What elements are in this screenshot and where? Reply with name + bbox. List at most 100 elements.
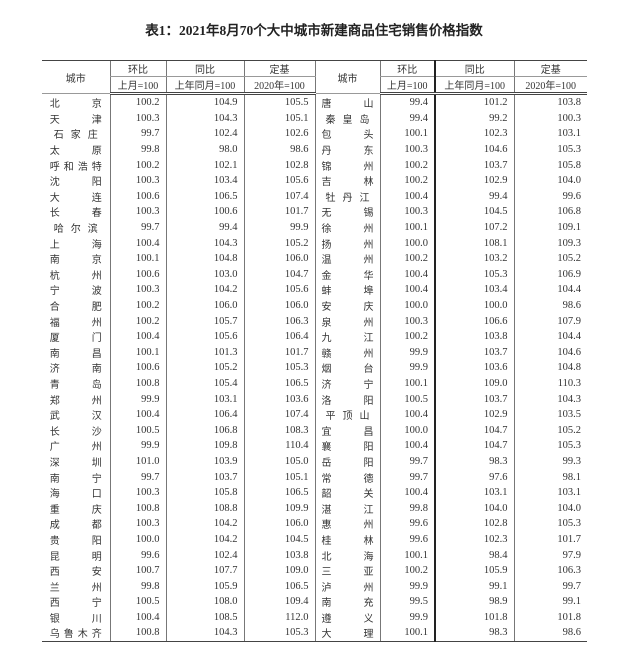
base-value: 103.1 — [513, 484, 587, 501]
yoy-value: 99.4 — [165, 219, 244, 236]
mom-value: 100.5 — [109, 594, 166, 610]
base-value: 105.3 — [513, 516, 587, 532]
city-name: 扬州 — [321, 239, 374, 251]
city-cell: 烟台 — [314, 360, 380, 376]
city-name: 南宁 — [49, 473, 102, 485]
city-cell: 丹东 — [314, 141, 380, 158]
city-cell: 襄阳 — [314, 438, 380, 454]
city-cell: 锦州 — [314, 157, 380, 173]
mom-value: 100.3 — [379, 204, 435, 220]
base-value: 105.1 — [243, 469, 315, 485]
base-value: 106.8 — [513, 204, 587, 220]
city-name: 海口 — [49, 489, 102, 501]
yoy-value: 104.5 — [434, 204, 514, 220]
yoy-value: 107.7 — [165, 562, 244, 579]
city-cell: 南充 — [314, 594, 380, 610]
base-value: 105.5 — [243, 93, 315, 111]
mom-value: 100.7 — [109, 562, 166, 579]
header-mom-2: 环比 — [379, 60, 435, 77]
table-row: 长沙 100.5 106.8 108.3 宜昌 100.0 104.7 105.2 — [42, 422, 587, 439]
yoy-value: 107.2 — [434, 219, 514, 236]
table-row: 成都 100.3 104.2 106.0 惠州 99.6 102.8 105.3 — [42, 516, 587, 532]
base-value: 105.2 — [513, 250, 587, 267]
city-name: 惠州 — [321, 520, 374, 532]
mom-value: 100.2 — [109, 157, 166, 173]
city-cell: 包头 — [314, 126, 380, 142]
city-cell: 乌鲁木齐 — [42, 625, 110, 642]
mom-value: 100.3 — [379, 141, 435, 158]
city-name: 泸州 — [321, 582, 374, 594]
city-name: 温州 — [321, 255, 374, 267]
mom-value: 100.8 — [109, 625, 166, 642]
yoy-value: 103.1 — [165, 391, 244, 407]
table-row: 福州 100.2 105.7 106.3 泉州 100.3 106.6 107.9 — [42, 313, 587, 329]
base-value: 104.4 — [513, 328, 587, 345]
base-value: 99.9 — [243, 219, 315, 236]
yoy-value: 104.6 — [434, 141, 514, 158]
header-yoy-sub-2: 上年同月=100 — [434, 76, 514, 95]
base-value: 106.3 — [243, 313, 315, 329]
mom-value: 99.7 — [109, 126, 166, 142]
city-name: 兰州 — [49, 582, 102, 594]
city-cell: 济南 — [42, 360, 110, 376]
base-value: 106.0 — [243, 297, 315, 314]
mom-value: 99.7 — [109, 219, 166, 236]
city-name: 包头 — [321, 130, 374, 142]
city-cell: 宜昌 — [314, 422, 380, 439]
mom-value: 100.3 — [109, 516, 166, 532]
yoy-value: 106.8 — [165, 422, 244, 439]
city-name: 成都 — [49, 520, 102, 532]
city-cell: 石家庄 — [42, 126, 110, 142]
mom-value: 99.9 — [379, 578, 435, 594]
base-value: 105.3 — [513, 438, 587, 454]
base-value: 98.1 — [513, 469, 587, 485]
table-row: 天津 100.3 104.3 105.1 秦皇岛 99.4 99.2 100.3 — [42, 110, 587, 127]
city-name: 北海 — [321, 551, 374, 563]
mom-value: 100.8 — [109, 375, 166, 392]
header-yoy-2: 同比 — [434, 60, 514, 77]
table-row: 杭州 100.6 103.0 104.7 金华 100.4 105.3 106.9 — [42, 266, 587, 283]
mom-value: 99.7 — [109, 469, 166, 485]
yoy-value: 104.0 — [434, 500, 514, 517]
yoy-value: 104.3 — [165, 625, 244, 642]
table-row: 南宁 99.7 103.7 105.1 常德 99.7 97.6 98.1 — [42, 469, 587, 485]
yoy-value: 98.3 — [434, 453, 514, 470]
header-mom-sub: 上月=100 — [109, 76, 166, 95]
header-mom-sub-2: 上月=100 — [379, 76, 435, 95]
city-name: 常德 — [321, 473, 374, 485]
city-cell: 郑州 — [42, 391, 110, 407]
yoy-value: 108.8 — [165, 500, 244, 517]
mom-value: 99.9 — [109, 391, 166, 407]
yoy-value: 102.8 — [434, 516, 514, 532]
mom-value: 100.0 — [379, 297, 435, 314]
mom-value: 100.2 — [379, 328, 435, 345]
yoy-value: 103.0 — [165, 266, 244, 283]
mom-value: 99.5 — [379, 594, 435, 610]
base-value: 112.0 — [243, 609, 315, 626]
city-cell: 韶关 — [314, 484, 380, 501]
base-value: 105.6 — [243, 172, 315, 189]
yoy-value: 101.8 — [434, 609, 514, 626]
yoy-value: 105.9 — [434, 562, 514, 579]
base-value: 109.1 — [513, 219, 587, 236]
city-name: 南充 — [321, 598, 374, 610]
base-value: 104.4 — [513, 282, 587, 298]
mom-value: 99.6 — [379, 531, 435, 548]
mom-value: 100.5 — [379, 391, 435, 407]
city-name: 上海 — [49, 239, 102, 251]
table-row: 济南 100.6 105.2 105.3 烟台 99.9 103.6 104.8 — [42, 360, 587, 376]
yoy-value: 100.0 — [434, 297, 514, 314]
mom-value: 100.2 — [109, 93, 166, 111]
city-name: 厦门 — [49, 333, 102, 345]
yoy-value: 108.1 — [434, 235, 514, 251]
mom-value: 99.6 — [379, 516, 435, 532]
city-cell: 济宁 — [314, 375, 380, 392]
base-value: 102.6 — [243, 126, 315, 142]
city-name: 郑州 — [49, 395, 102, 407]
table-row: 海口 100.3 105.8 106.5 韶关 100.4 103.1 103.1 — [42, 484, 587, 501]
mom-value: 100.2 — [379, 157, 435, 173]
yoy-value: 104.3 — [165, 235, 244, 251]
yoy-value: 101.3 — [165, 344, 244, 361]
yoy-value: 103.9 — [165, 453, 244, 470]
city-name: 泉州 — [321, 317, 374, 329]
